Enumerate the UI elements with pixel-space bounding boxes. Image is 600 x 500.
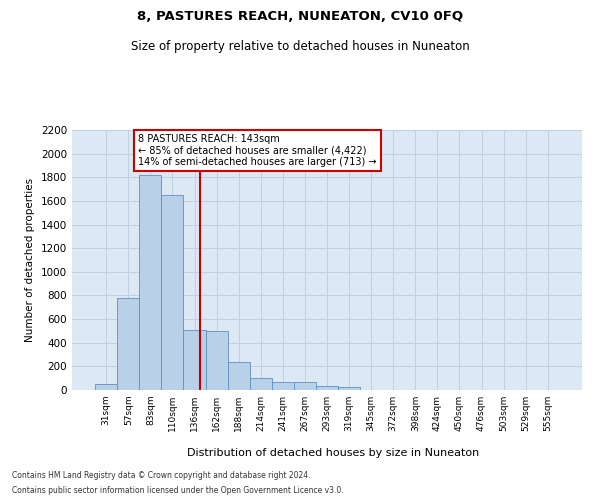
Bar: [316, 386, 338, 390]
Bar: [117, 298, 139, 390]
Text: 8 PASTURES REACH: 143sqm
← 85% of detached houses are smaller (4,422)
14% of sem: 8 PASTURES REACH: 143sqm ← 85% of detach…: [139, 134, 377, 167]
Bar: [294, 382, 316, 390]
Text: 8, PASTURES REACH, NUNEATON, CV10 0FQ: 8, PASTURES REACH, NUNEATON, CV10 0FQ: [137, 10, 463, 23]
Y-axis label: Number of detached properties: Number of detached properties: [25, 178, 35, 342]
Bar: [139, 175, 161, 390]
Bar: [250, 378, 272, 390]
Text: Size of property relative to detached houses in Nuneaton: Size of property relative to detached ho…: [131, 40, 469, 53]
Text: Contains public sector information licensed under the Open Government Licence v3: Contains public sector information licen…: [12, 486, 344, 495]
Text: Distribution of detached houses by size in Nuneaton: Distribution of detached houses by size …: [187, 448, 479, 458]
Bar: [95, 384, 117, 390]
Bar: [338, 387, 360, 390]
Bar: [272, 382, 294, 390]
Bar: [227, 362, 250, 390]
Bar: [206, 331, 227, 390]
Bar: [184, 330, 206, 390]
Text: Contains HM Land Registry data © Crown copyright and database right 2024.: Contains HM Land Registry data © Crown c…: [12, 471, 311, 480]
Bar: [161, 195, 184, 390]
